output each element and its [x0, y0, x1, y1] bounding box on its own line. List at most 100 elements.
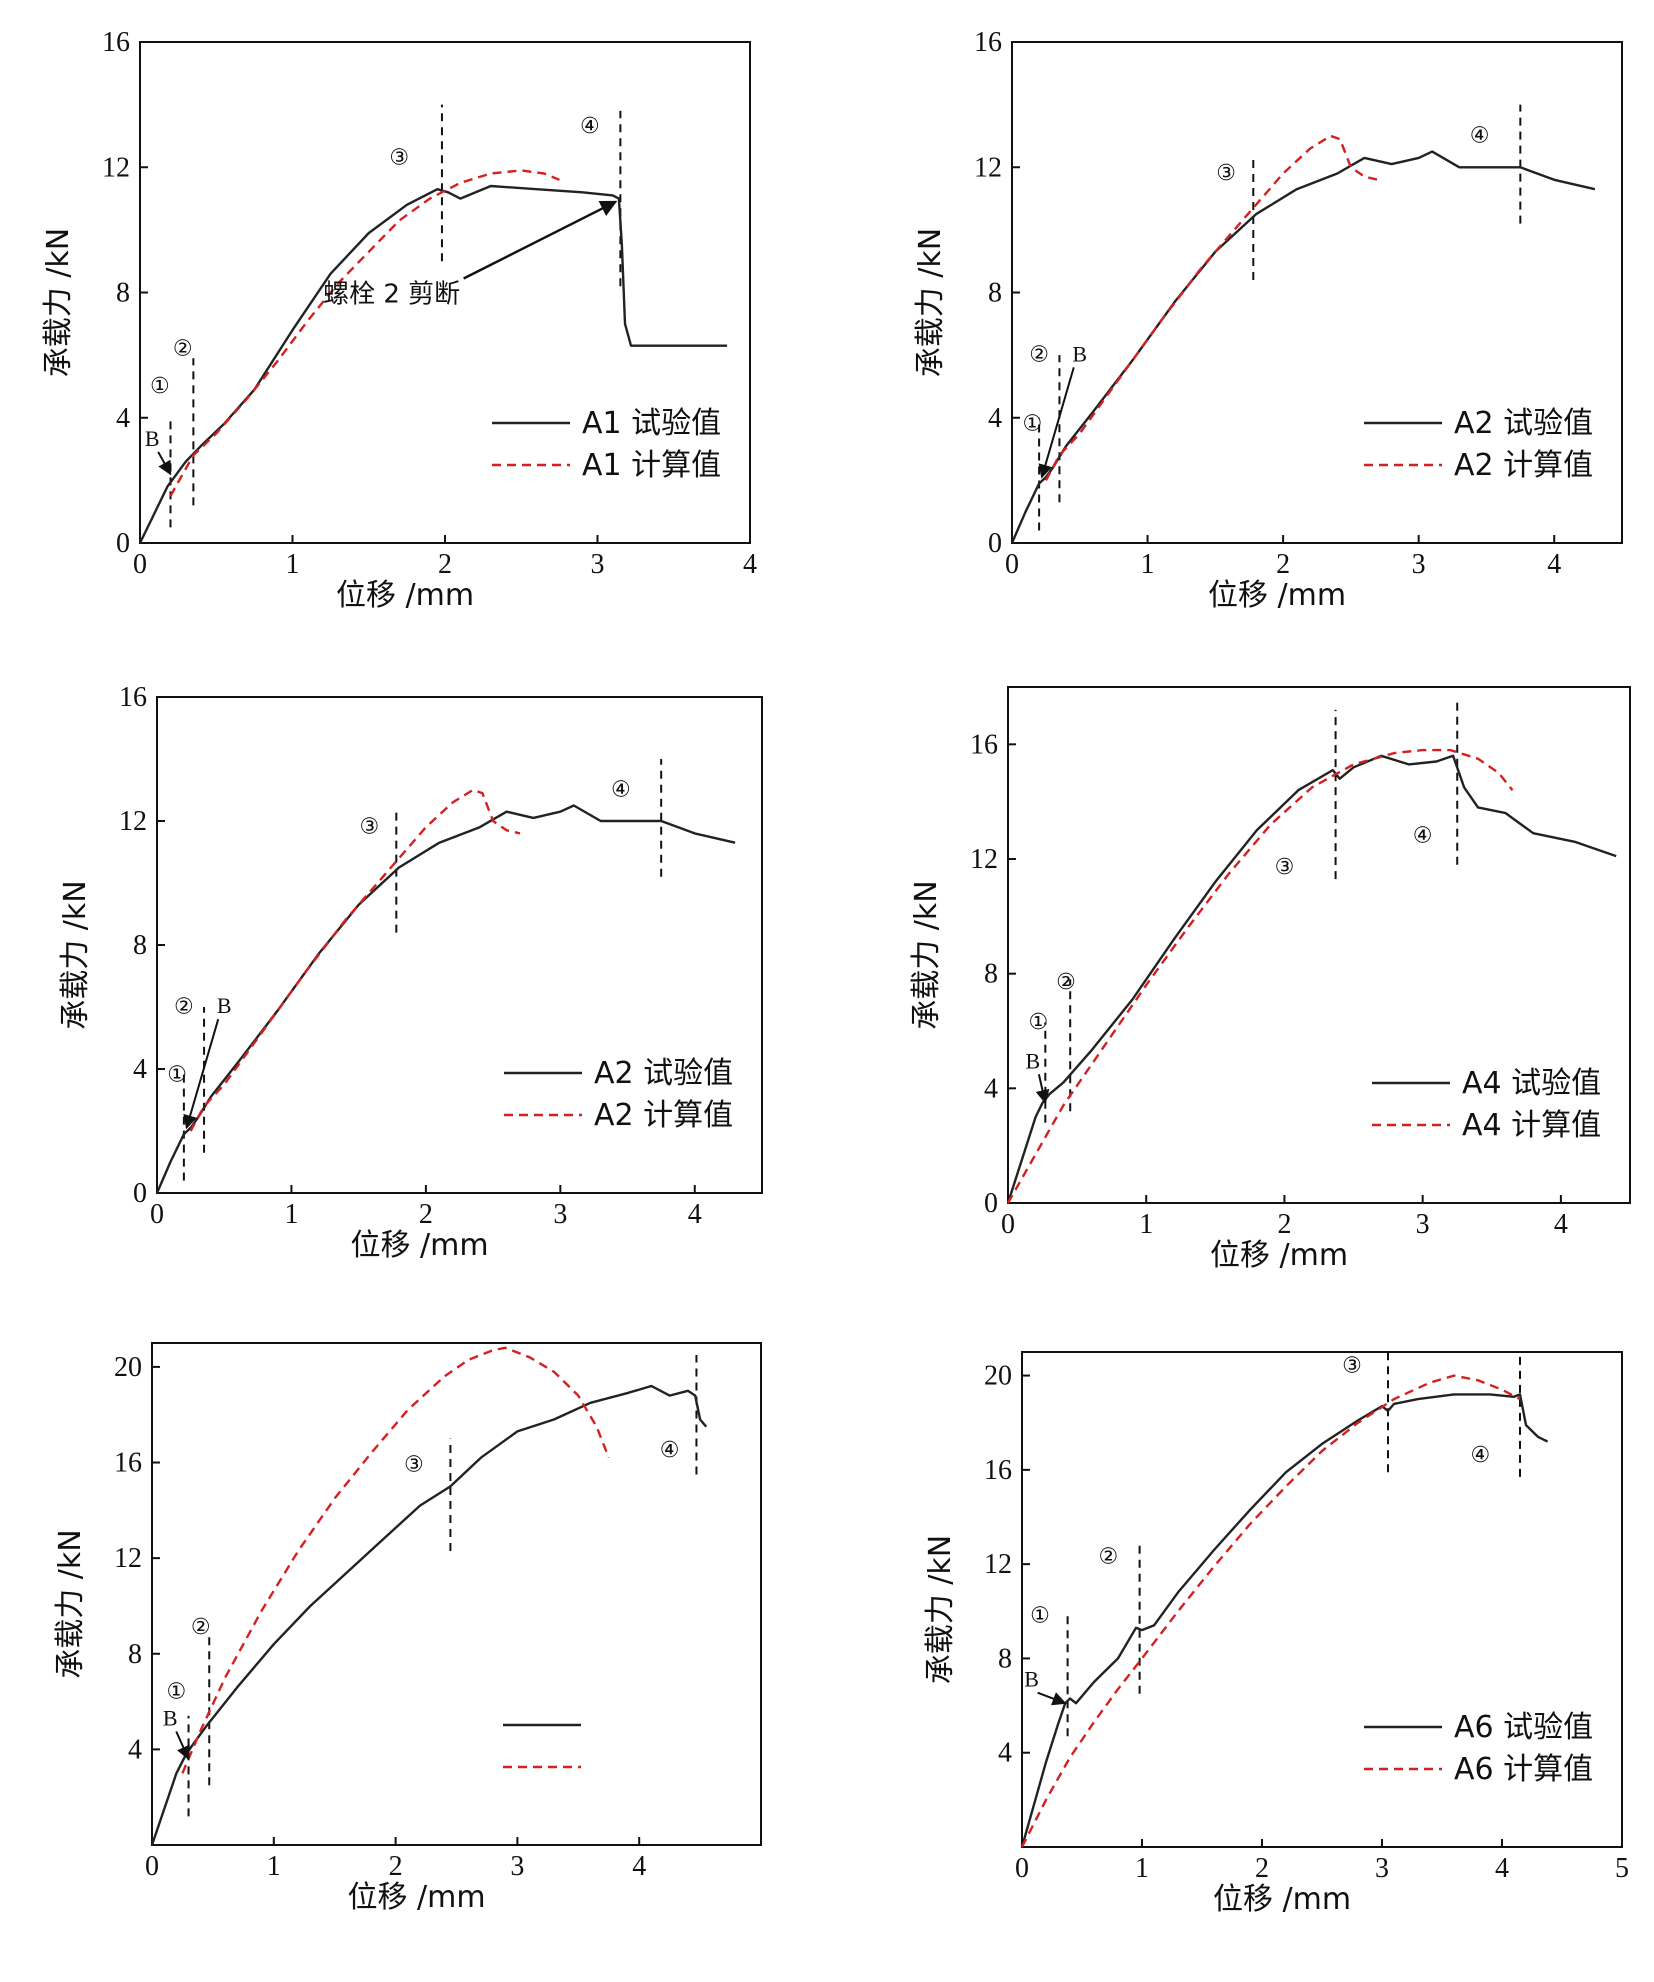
panel-4-stage-marker-2: ②	[1056, 970, 1076, 995]
panel-3-x-tick-label: 2	[419, 1199, 433, 1230]
panel-1-legend-entry: A1 试验值	[582, 406, 721, 441]
panel-1-legend-entry: A1 计算值	[582, 448, 721, 483]
panel-2-x-tick-label: 1	[1141, 549, 1155, 580]
panel-2-stage-marker-4: ④	[1470, 123, 1490, 148]
panel-1-point-b-label: B	[145, 426, 160, 451]
panel-3-y-tick-label: 8	[133, 930, 147, 961]
panel-3-experimental-curve	[155, 804, 736, 1194]
panel-3-legend-entry: A2 试验值	[594, 1056, 733, 1091]
panel-6-experimental-curve	[1020, 1393, 1549, 1848]
panel-6-y-axis-label: 承载力 /kN	[923, 1535, 958, 1684]
panel-1-stage-marker-4: ④	[580, 114, 600, 139]
panel-3-stage-marker-3: ③	[360, 815, 380, 840]
panel-3-y-tick-label: 4	[133, 1054, 147, 1085]
panel-4-x-tick-label: 4	[1554, 1209, 1568, 1240]
panel-2-y-tick-label: 4	[988, 403, 1002, 434]
panel-3-point-b-label: B	[217, 993, 232, 1018]
panel-3-x-tick-label: 1	[284, 1199, 298, 1230]
panel-6-legend-entry: A6 计算值	[1454, 1752, 1593, 1787]
panel-2-x-tick-label: 4	[1547, 549, 1561, 580]
panel-2-y-tick-label: 0	[988, 528, 1002, 559]
panel-6-x-tick-label: 1	[1135, 1853, 1149, 1884]
panel-5-stage-marker-1: ①	[166, 1680, 186, 1705]
panel-5-x-tick-label: 1	[267, 1851, 281, 1882]
panel-6-point-b-arrow	[1037, 1691, 1067, 1706]
panel-4-y-tick-label: 12	[970, 844, 998, 875]
panel-6-x-tick-label: 5	[1615, 1853, 1629, 1884]
panel-5-stage-marker-3: ③	[404, 1452, 424, 1477]
panel-6-stage-marker-4: ④	[1471, 1443, 1491, 1468]
panel-2-y-tick-label: 16	[974, 27, 1002, 58]
panel-1-stage-marker-1: ①	[150, 374, 170, 399]
panel-2-x-axis-label: 位移 /mm	[1208, 578, 1346, 613]
panel-3-stage-marker-1: ①	[167, 1063, 187, 1088]
panel-4-experimental-curve	[1006, 754, 1617, 1204]
panel-5-y-tick-label: 8	[128, 1639, 142, 1670]
panel-3-legend-entry: A2 计算值	[594, 1098, 733, 1133]
panel-4-stage-marker-4: ④	[1413, 824, 1433, 849]
panel-1-x-axis-label: 位移 /mm	[336, 578, 474, 613]
panel-2-legend-entry: A2 试验值	[1454, 406, 1593, 441]
panel-1-point-b-arrow	[157, 451, 172, 476]
panel-3-x-tick-label: 3	[553, 1199, 567, 1230]
panel-3-x-axis-label: 位移 /mm	[350, 1228, 488, 1263]
panel-5-stage-marker-2: ②	[191, 1615, 211, 1640]
panel-4-x-tick-label: 3	[1416, 1209, 1430, 1240]
panel-6-legend-entry: A6 试验值	[1454, 1710, 1593, 1745]
panel-3-y-tick-label: 12	[119, 806, 147, 837]
panel-3-stage-marker-4: ④	[611, 778, 631, 803]
panel-4-legend-entry: A4 计算值	[1462, 1108, 1601, 1143]
panel-4-legend-entry: A4 试验值	[1462, 1066, 1601, 1101]
panel-2-y-tick-label: 8	[988, 278, 1002, 309]
panel-6-frame	[1021, 1351, 1623, 1848]
panel-2-y-axis-label: 承载力 /kN	[913, 228, 948, 377]
panel-6-y-tick-label: 4	[998, 1738, 1012, 1769]
panel-5-experimental-curve	[150, 1384, 708, 1846]
panel-2-calculated-curve	[1044, 134, 1379, 481]
panel-4-x-axis-label: 位移 /mm	[1210, 1238, 1348, 1273]
panel-3-y-tick-label: 16	[119, 682, 147, 713]
panel-5-stage-marker-4: ④	[660, 1438, 680, 1463]
panel-4-point-b-label: B	[1026, 1048, 1041, 1073]
panel-4-x-tick-label: 1	[1139, 1209, 1153, 1240]
panel-2-experimental-curve	[1010, 150, 1596, 544]
panel-3-x-tick-label: 4	[688, 1199, 702, 1230]
panel-1-bolt-shear-annotation: 螺栓 2 剪断	[323, 280, 460, 310]
panel-5-x-tick-label: 2	[389, 1851, 403, 1882]
panel-6-x-tick-label: 2	[1255, 1853, 1269, 1884]
panel-1-calculated-curve	[169, 169, 560, 497]
panel-1-bolt-shear-arrow	[463, 200, 618, 280]
panel-1-y-tick-label: 12	[102, 152, 130, 183]
panel-6-y-tick-label: 20	[984, 1361, 1012, 1392]
panel-4-x-tick-label: 2	[1277, 1209, 1291, 1240]
panel-5-x-tick-label: 3	[510, 1851, 524, 1882]
panel-4-x-tick-label: 0	[1001, 1209, 1015, 1240]
panel-2-stage-marker-1: ①	[1022, 412, 1042, 437]
panel-4-y-tick-label: 0	[984, 1188, 998, 1219]
panel-2-y-tick-label: 12	[974, 152, 1002, 183]
panel-4-stage-marker-3: ③	[1275, 855, 1295, 880]
panel-5-x-axis-label: 位移 /mm	[347, 1880, 485, 1915]
panel-1-x-tick-label: 0	[133, 549, 147, 580]
panel-1-y-tick-label: 8	[116, 278, 130, 309]
panel-1-y-tick-label: 4	[116, 403, 130, 434]
panel-6-stage-marker-1: ①	[1030, 1604, 1050, 1629]
panel-6-y-tick-label: 12	[984, 1549, 1012, 1580]
panel-1-stage-marker-3: ③	[389, 145, 409, 170]
panel-5-y-tick-label: 12	[114, 1543, 142, 1574]
panel-6-y-tick-label: 8	[998, 1643, 1012, 1674]
panel-5-point-b-arrow	[175, 1731, 190, 1761]
panel-1-stage-marker-2: ②	[173, 336, 193, 361]
panel-5-frame	[151, 1342, 762, 1846]
panel-5-y-tick-label: 16	[114, 1448, 142, 1479]
panel-4-point-b-arrow	[1035, 1074, 1050, 1105]
panel-2-point-b-arrow	[1038, 367, 1075, 479]
panel-1-x-tick-label: 3	[591, 549, 605, 580]
panel-2-stage-marker-2: ②	[1029, 343, 1049, 368]
panel-5-y-axis-label: 承载力 /kN	[53, 1529, 88, 1678]
panel-1-x-tick-label: 4	[743, 549, 757, 580]
